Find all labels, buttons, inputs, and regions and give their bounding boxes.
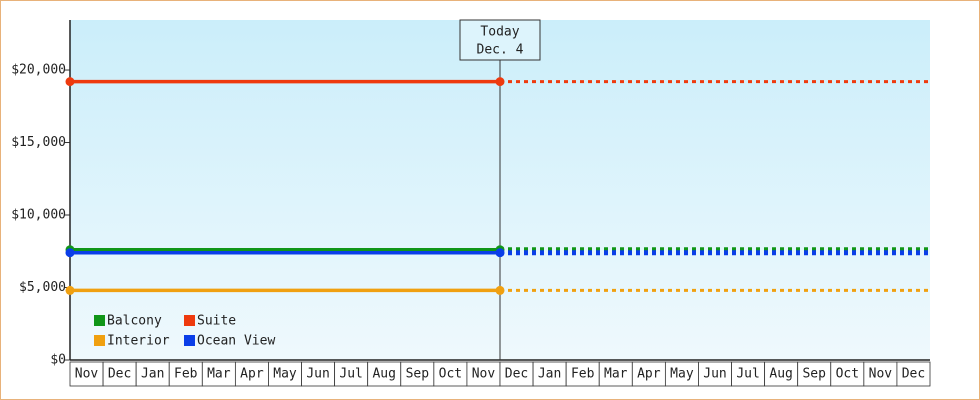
x-tick-label: Aug [769,367,792,382]
x-cell [301,361,336,387]
x-tick-label: Oct [439,367,462,382]
x-cell [598,361,633,387]
x-cell [69,361,104,387]
x-cell [400,361,435,387]
today-label: Dec. 4 [477,43,524,58]
y-tick-label: $5,000 [19,280,66,295]
x-tick-label: Nov [472,367,496,382]
point [65,248,75,258]
x-tick-label: May [273,367,297,382]
legend-label: Interior [107,334,170,349]
x-cell [863,361,898,387]
x-tick-label: Apr [637,367,661,382]
point [495,285,505,295]
x-tick-label: Dec [108,367,131,382]
x-tick-label: May [670,367,694,382]
x-cell [367,361,402,387]
x-tick-label: Dec [505,367,528,382]
x-tick-label: Jun [306,367,329,382]
x-tick-label: Feb [174,367,198,382]
y-tick-label: $15,000 [11,135,66,150]
y-tick-label: $10,000 [11,208,66,223]
legend-swatch [184,315,195,326]
x-cell [433,361,468,387]
x-tick-label: Nov [75,367,99,382]
x-tick-label: Dec [902,367,925,382]
x-cell [201,361,236,387]
x-tick-label: Jun [703,367,726,382]
x-cell [830,361,865,387]
x-tick-label: Sep [406,367,430,382]
x-tick-label: Jul [736,367,759,382]
legend-label: Suite [197,314,236,329]
legend-swatch [94,335,105,346]
point [495,248,505,258]
x-tick-label: Apr [240,367,264,382]
x-tick-label: Jan [141,367,164,382]
x-tick-label: Jul [339,367,362,382]
x-cell [731,361,766,387]
x-cell [268,361,302,387]
x-cell [664,361,699,387]
point [65,77,75,87]
x-tick-label: Sep [802,367,826,382]
x-tick-label: Mar [207,367,231,382]
today-box [459,19,541,61]
y-tick-label: $0 [50,353,66,368]
x-tick-label: Mar [604,367,628,382]
legend-label: Ocean View [197,334,275,349]
legend-swatch [184,335,195,346]
x-cell [565,361,600,387]
x-cell [499,361,534,387]
x-tick-label: Nov [869,367,893,382]
x-cell [797,361,832,387]
x-cell [631,361,666,387]
y-tick-label: $20,000 [11,63,66,78]
x-tick-label: Jan [538,367,561,382]
x-tick-label: Feb [571,367,595,382]
x-cell [532,361,567,387]
x-tick-label: Aug [372,367,395,382]
legend-swatch [94,315,105,326]
x-cell [234,361,269,387]
point [495,77,505,87]
x-cell [896,361,931,387]
x-cell [764,361,799,387]
point [65,285,75,295]
x-tick-label: Oct [836,367,859,382]
today-label: Today [480,25,519,40]
x-cell [466,361,501,387]
legend-label: Balcony [107,314,162,329]
